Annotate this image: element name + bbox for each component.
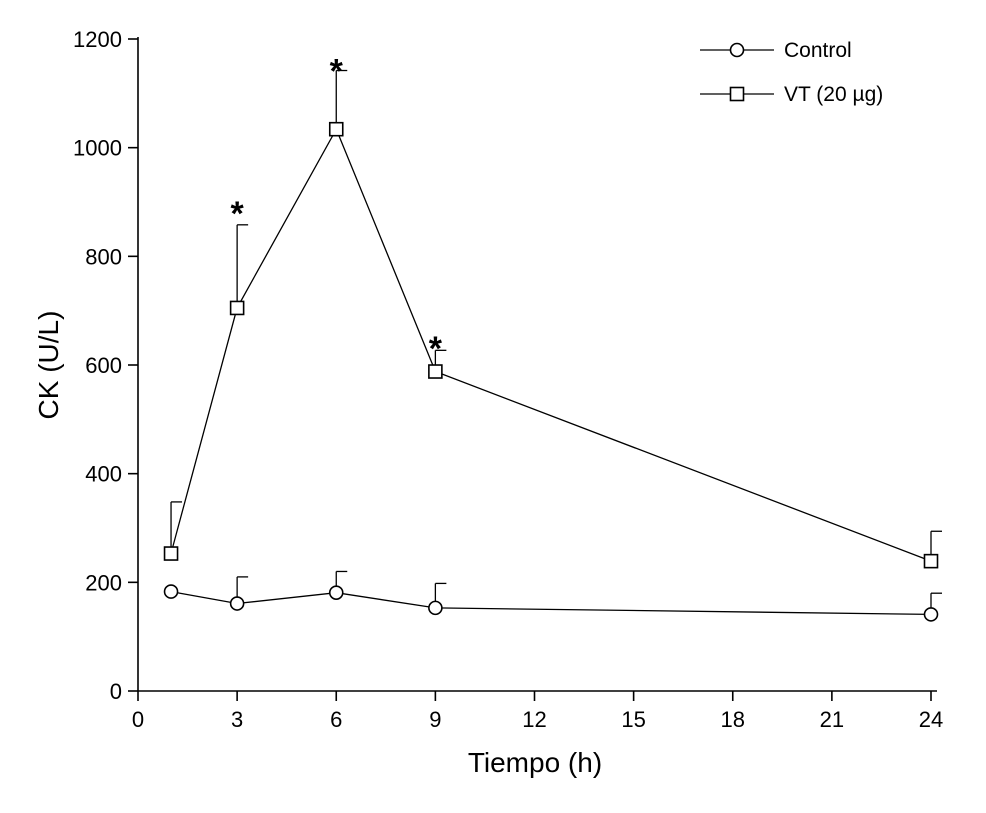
- y-axis-title: CK (U/L): [33, 311, 64, 420]
- y-tick-label: 400: [85, 462, 122, 487]
- point-control: [328, 585, 344, 600]
- legend-marker-control: [729, 42, 745, 58]
- x-tick-label: 3: [231, 707, 243, 732]
- point-vt: [163, 546, 179, 561]
- legend-label-vt: VT (20 µg): [784, 83, 883, 106]
- point-control: [229, 596, 245, 611]
- legend-label-control: Control: [784, 39, 852, 62]
- series-line-control: [170, 590, 932, 616]
- y-tick-label: 1200: [73, 27, 122, 52]
- y-tick-label: 1000: [73, 136, 122, 161]
- point-vt: [923, 553, 939, 569]
- x-tick-label: 12: [522, 707, 546, 732]
- point-control: [923, 607, 939, 622]
- x-axis-title: Tiempo (h): [468, 747, 602, 778]
- series-line-vt: [170, 127, 932, 562]
- point-vt: [428, 364, 443, 379]
- series-lines: [170, 127, 932, 616]
- y-tick-label: 0: [110, 679, 122, 704]
- x-tick-label: 0: [132, 707, 144, 732]
- legend-marker-vt: [729, 86, 745, 102]
- significance-marker: *: [330, 53, 344, 91]
- x-tick-label: 6: [330, 707, 342, 732]
- point-control: [428, 600, 443, 616]
- axes: 0 3 6 9 12 15 18 21 24 0 200 400 600 800 1000 1200: [73, 27, 943, 732]
- x-tick-label: 15: [621, 707, 645, 732]
- y-tick-label: 200: [85, 570, 122, 595]
- point-vt: [328, 121, 344, 137]
- x-tick-label: 24: [919, 707, 943, 732]
- annotations: * * *: [231, 53, 443, 368]
- significance-marker: *: [231, 195, 245, 233]
- point-control: [163, 584, 179, 599]
- x-tick-label: 9: [429, 707, 441, 732]
- error-bars: [170, 69, 942, 608]
- x-tick-label: 18: [721, 707, 745, 732]
- markers: [163, 121, 939, 622]
- y-tick-label: 600: [85, 353, 122, 378]
- x-tick-label: 21: [820, 707, 844, 732]
- significance-marker: *: [429, 330, 443, 368]
- y-tick-label: 800: [85, 244, 122, 269]
- legend: Control VT (20 µg): [700, 39, 883, 106]
- point-vt: [229, 300, 245, 316]
